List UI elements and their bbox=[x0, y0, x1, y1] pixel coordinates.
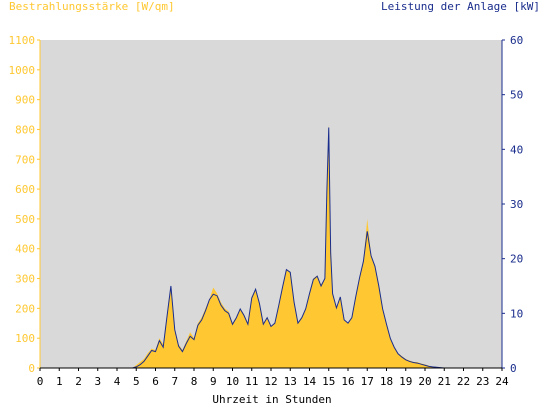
power-line-series bbox=[40, 127, 502, 369]
x-tick-label: 22 bbox=[457, 375, 470, 388]
x-tick-label: 19 bbox=[399, 375, 412, 388]
right-y-tick-label: 20 bbox=[510, 253, 523, 266]
left-y-tick-label: 500 bbox=[15, 213, 35, 226]
left-y-tick-label: 900 bbox=[15, 94, 35, 107]
left-axis-title: Bestrahlungsstärke [W/qm] bbox=[9, 0, 175, 13]
right-y-tick-label: 60 bbox=[510, 34, 523, 47]
right-y-tick-label: 0 bbox=[510, 362, 517, 375]
x-tick-label: 15 bbox=[322, 375, 335, 388]
left-y-tick-label: 0 bbox=[28, 362, 35, 375]
x-ticks: 0 1 2 3 4 5 6 7 8 9 10 11 12 13 14 15 16 17 18 19 20 21 22 23 24 bbox=[37, 368, 509, 388]
left-y-tick-label: 100 bbox=[15, 332, 35, 345]
right-axis-title: Leistung der Anlage [kW] bbox=[381, 0, 540, 13]
x-tick-label: 4 bbox=[114, 375, 121, 388]
x-tick-label: 2 bbox=[75, 375, 82, 388]
x-tick-label: 0 bbox=[37, 375, 44, 388]
x-tick-label: 21 bbox=[438, 375, 451, 388]
right-y-ticks: 0 10 20 30 40 50 60 bbox=[502, 34, 523, 375]
x-tick-label: 11 bbox=[245, 375, 258, 388]
left-y-tick-label: 400 bbox=[15, 243, 35, 256]
x-tick-label: 17 bbox=[361, 375, 374, 388]
x-tick-label: 9 bbox=[210, 375, 217, 388]
right-y-tick-label: 40 bbox=[510, 143, 523, 156]
left-y-tick-label: 600 bbox=[15, 183, 35, 196]
x-tick-label: 16 bbox=[341, 375, 354, 388]
left-y-tick-label: 200 bbox=[15, 302, 35, 315]
x-tick-label: 10 bbox=[226, 375, 239, 388]
x-tick-label: 8 bbox=[191, 375, 198, 388]
plot-area bbox=[40, 40, 502, 368]
right-y-tick-label: 50 bbox=[510, 89, 523, 102]
x-tick-label: 13 bbox=[284, 375, 297, 388]
x-tick-label: 14 bbox=[303, 375, 317, 388]
x-tick-label: 7 bbox=[171, 375, 178, 388]
x-tick-label: 12 bbox=[264, 375, 277, 388]
x-tick-label: 5 bbox=[133, 375, 140, 388]
left-y-tick-label: 300 bbox=[15, 273, 35, 286]
x-axis-title: Uhrzeit in Stunden bbox=[212, 393, 332, 406]
x-tick-label: 24 bbox=[495, 375, 509, 388]
left-y-tick-label: 1100 bbox=[9, 34, 36, 47]
left-y-tick-label: 700 bbox=[15, 153, 35, 166]
right-y-tick-label: 30 bbox=[510, 198, 523, 211]
x-tick-label: 18 bbox=[380, 375, 393, 388]
right-y-tick-label: 10 bbox=[510, 307, 523, 320]
x-tick-label: 20 bbox=[418, 375, 431, 388]
x-tick-label: 1 bbox=[56, 375, 63, 388]
left-y-tick-label: 800 bbox=[15, 123, 35, 136]
x-tick-label: 23 bbox=[476, 375, 489, 388]
left-y-tick-label: 1000 bbox=[9, 64, 36, 77]
x-tick-label: 6 bbox=[152, 375, 159, 388]
left-y-ticks: 0 100 200 300 400 500 600 700 800 900 1000 1100 bbox=[9, 34, 40, 375]
x-tick-label: 3 bbox=[94, 375, 101, 388]
